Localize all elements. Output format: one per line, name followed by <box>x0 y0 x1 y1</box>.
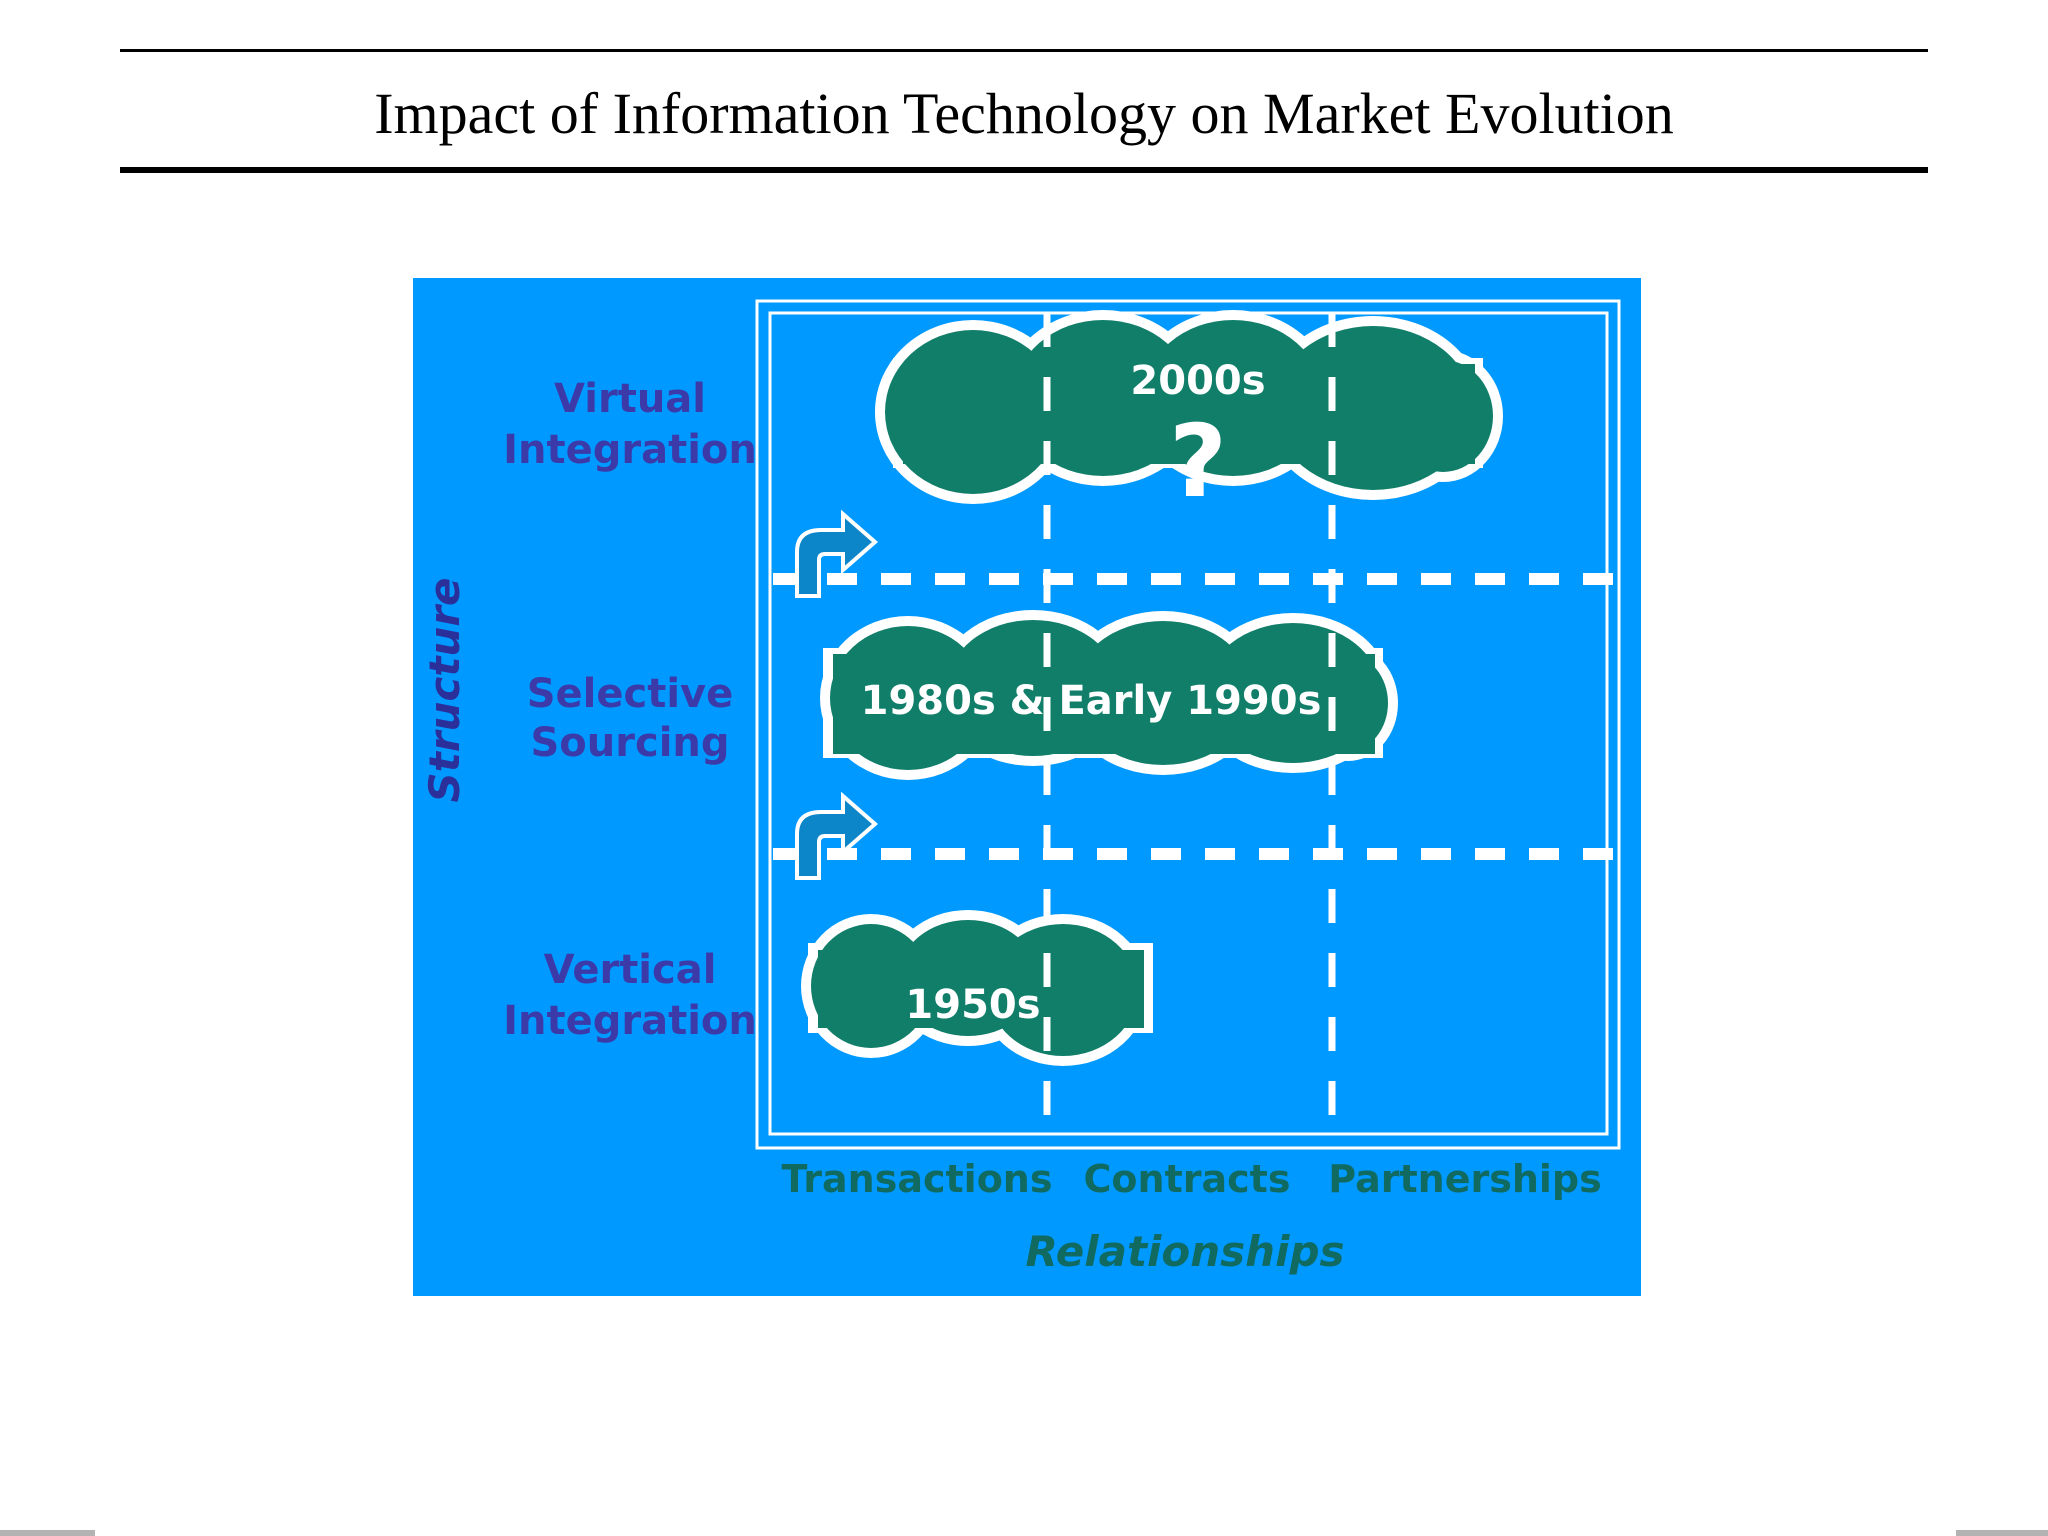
corner-mark-left <box>0 1530 95 1536</box>
column-label-transactions: Transactions <box>782 1157 1053 1201</box>
row-label-integration-top: Integration <box>503 427 757 473</box>
row-label-selective: Selective <box>527 671 734 717</box>
header-rule-top <box>120 49 1928 52</box>
row-label-sourcing: Sourcing <box>530 720 729 766</box>
row-label-integration-bottom: Integration <box>503 998 757 1044</box>
row-labels: Virtual Integration Selective Sourcing V… <box>503 376 757 1044</box>
corner-mark-right <box>1956 1530 2048 1536</box>
row-dividers <box>773 573 1621 860</box>
cloud-label-1980s: 1980s & Early 1990s <box>861 678 1322 724</box>
column-label-partnerships: Partnerships <box>1328 1157 1601 1201</box>
cloud-2000s <box>875 310 1503 504</box>
column-label-contracts: Contracts <box>1084 1157 1291 1201</box>
row-label-vertical: Vertical <box>544 947 717 993</box>
y-axis-label: Structure <box>420 577 469 802</box>
cloud-label-2000s: 2000s <box>1130 358 1265 404</box>
curved-up-right-arrow-icon <box>795 791 879 880</box>
x-axis-label: Relationships <box>1025 1227 1344 1276</box>
cloud-label-1950s: 1950s <box>905 982 1040 1028</box>
row-label-virtual: Virtual <box>554 376 706 422</box>
curved-up-right-arrow-icon <box>795 509 879 598</box>
column-dividers-overlay <box>1043 313 1336 1118</box>
cloud-1950s <box>801 910 1153 1066</box>
cloud-1980s <box>820 610 1398 780</box>
page-title: Impact of Information Technology on Mark… <box>374 81 1674 146</box>
matrix-frame <box>755 299 1621 1150</box>
header-rule-bottom <box>120 167 1928 173</box>
question-mark-label: ? <box>1169 403 1227 520</box>
market-evolution-diagram: 2000s ? 1980s & Early 1990s 1950s Virtua… <box>413 278 1641 1296</box>
column-labels: Transactions Contracts Partnerships <box>782 1157 1602 1201</box>
